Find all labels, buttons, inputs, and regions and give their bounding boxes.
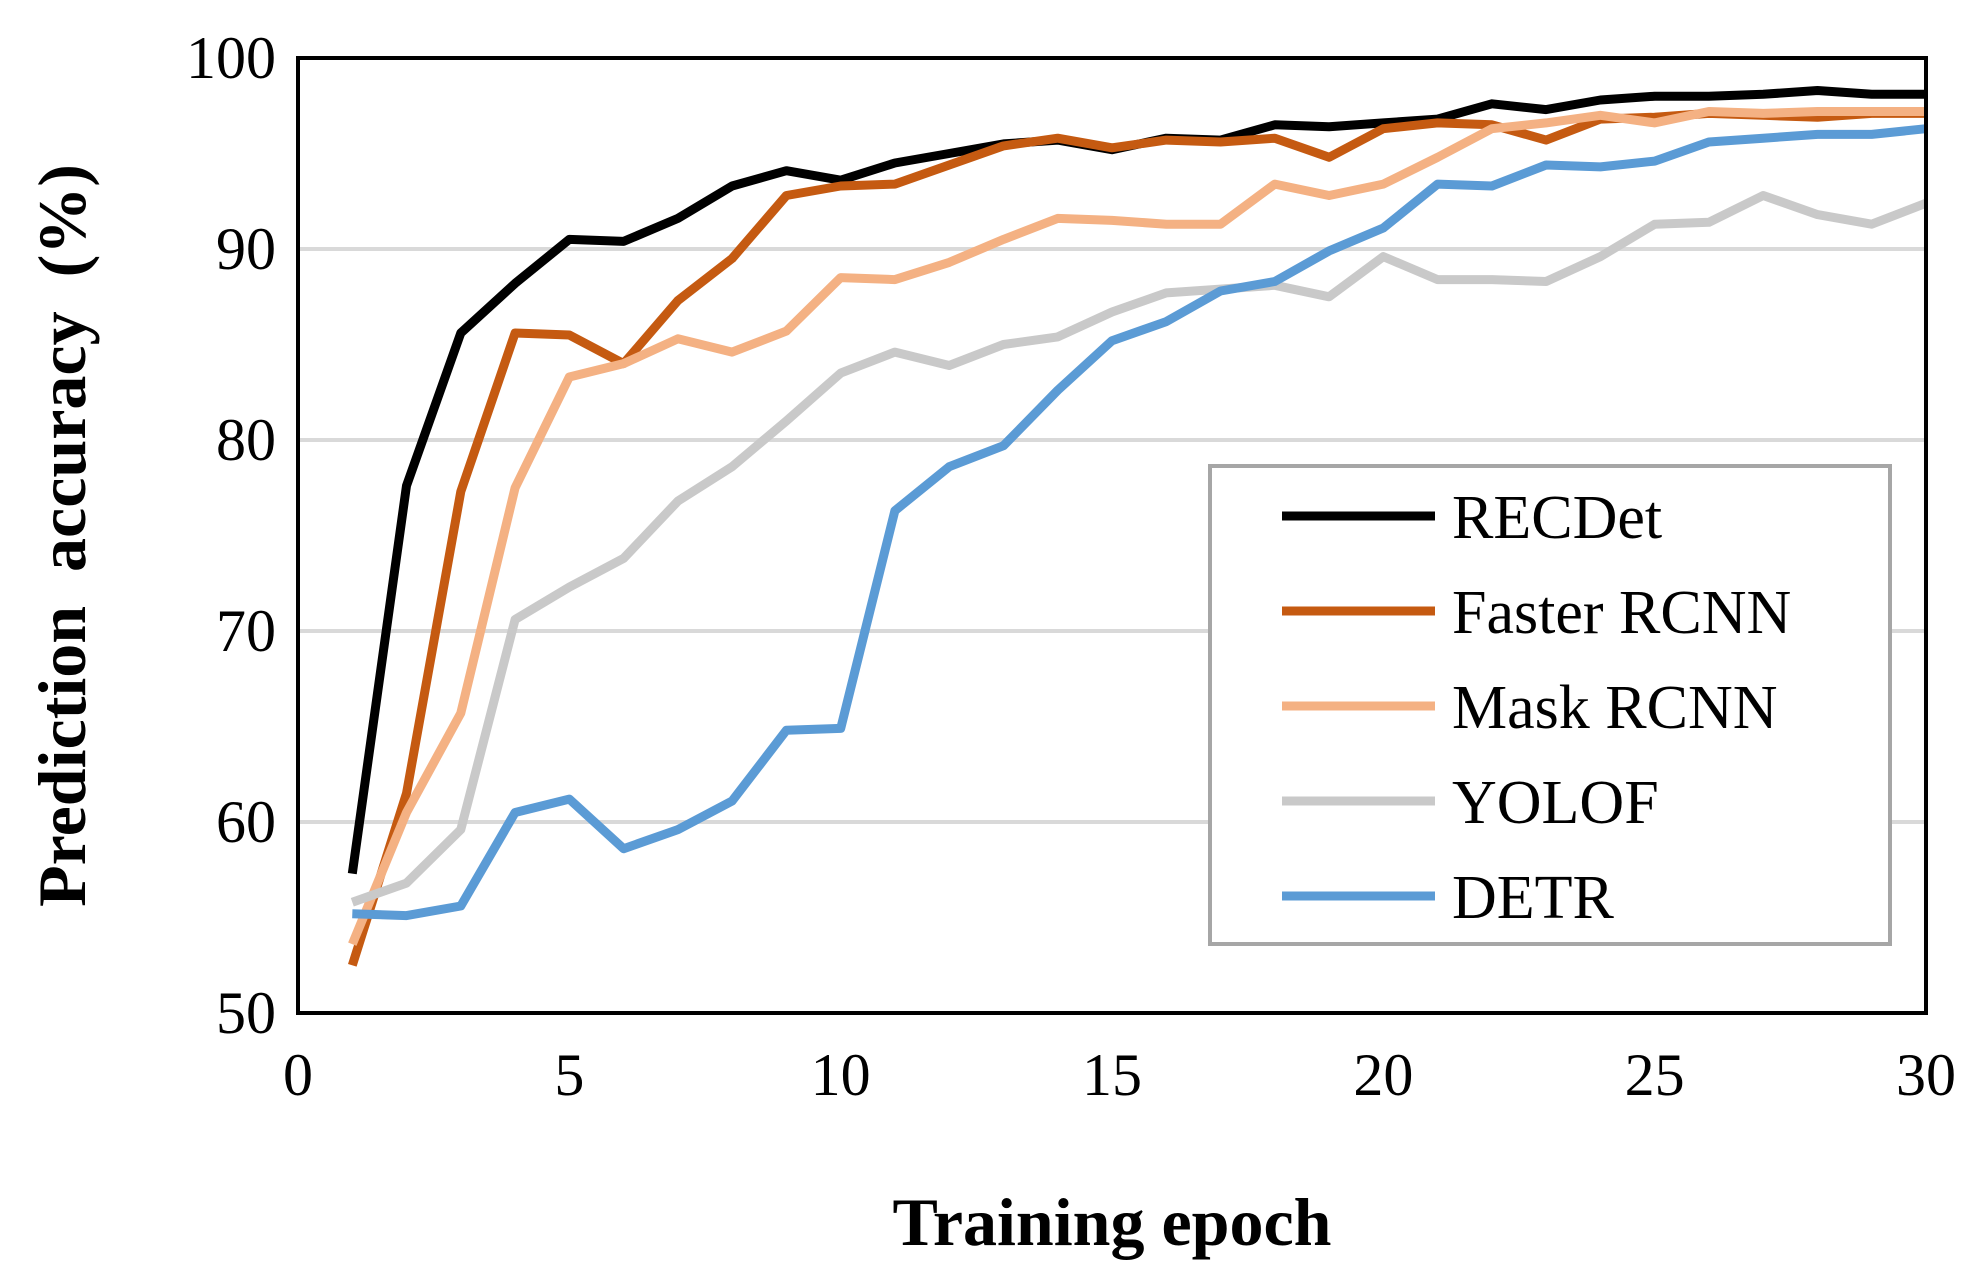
y-tick-label: 90: [216, 216, 276, 282]
legend-label: DETR: [1452, 864, 1615, 932]
y-tick-label: 60: [216, 789, 276, 855]
x-tick-label: 10: [811, 1042, 871, 1108]
x-tick-label: 30: [1896, 1042, 1956, 1108]
legend-label: Mask RCNN: [1452, 674, 1778, 742]
legend: RECDet Faster RCNN Mask RCNN YOLOF DETR: [1208, 464, 1892, 946]
x-tick-label: 20: [1353, 1042, 1413, 1108]
x-axis-ticks: 0 5 10 15 20 25 30: [283, 1042, 1956, 1108]
x-tick-label: 15: [1082, 1042, 1142, 1108]
legend-label: Faster RCNN: [1452, 579, 1791, 647]
y-tick-label: 80: [216, 407, 276, 473]
x-tick-label: 0: [283, 1042, 313, 1108]
series-line-detr: [352, 124, 1927, 921]
legend-items: RECDet Faster RCNN Mask RCNN YOLOF DETR: [1282, 484, 1791, 932]
y-tick-label: 70: [216, 598, 276, 664]
series-lines: [347, 86, 1928, 967]
y-tick-label: 50: [216, 980, 276, 1046]
legend-label: RECDet: [1452, 484, 1662, 552]
legend-label: YOLOF: [1452, 769, 1659, 837]
x-tick-label: 25: [1625, 1042, 1685, 1108]
x-tick-label: 5: [554, 1042, 584, 1108]
y-tick-label: 100: [186, 25, 276, 91]
y-axis-ticks: 50 60 70 80 90 100: [186, 25, 276, 1046]
series-line-mask-rcnn: [348, 107, 1926, 946]
x-axis-title: Training epoch: [893, 1184, 1332, 1260]
y-axis-title: Prediction accuracy (%): [24, 164, 100, 907]
plot-frame: [296, 56, 1928, 1015]
series-line-yolof: [350, 191, 1928, 907]
